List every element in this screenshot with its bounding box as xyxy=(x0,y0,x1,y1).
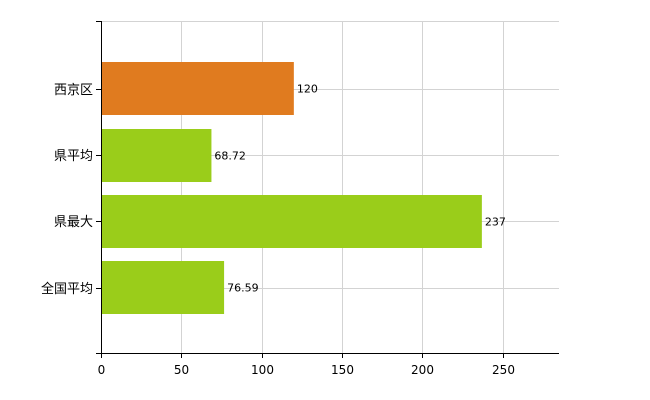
category-label: 県最大 xyxy=(54,215,93,230)
x-tick-label: 200 xyxy=(411,363,434,377)
bar xyxy=(102,129,212,182)
category-label: 全国平均 xyxy=(41,281,93,297)
bar xyxy=(102,195,482,248)
x-tick-label: 100 xyxy=(251,363,274,377)
x-tick-label: 150 xyxy=(331,363,354,377)
x-tick-label: 0 xyxy=(98,363,106,377)
bar-layer xyxy=(102,62,482,314)
category-label: 西京区 xyxy=(54,83,93,98)
data-label: 76.59 xyxy=(227,282,259,295)
data-label: 68.72 xyxy=(214,150,246,163)
category-label: 県平均 xyxy=(54,149,93,164)
data-label: 120 xyxy=(297,83,318,96)
data-label: 237 xyxy=(485,216,506,229)
bar xyxy=(102,62,294,115)
x-tick-label: 50 xyxy=(174,363,189,377)
bar xyxy=(102,261,225,314)
axis-layer xyxy=(96,21,559,358)
label-layer: 120 68.72 237 76.59 0 50 100 150 200 250 西京区県平均県最大… xyxy=(41,83,515,378)
x-tick-label: 250 xyxy=(492,363,515,377)
